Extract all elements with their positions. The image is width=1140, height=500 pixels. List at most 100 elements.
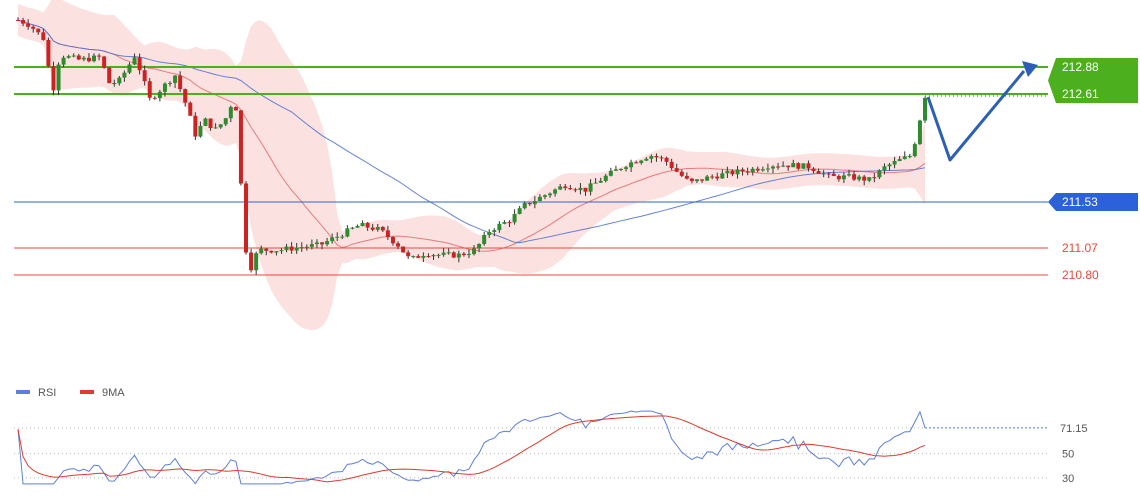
candle-body [629,162,634,168]
candle-body [917,120,922,145]
candle-body [461,253,466,256]
candle-body [380,226,385,231]
candle [593,178,598,184]
candle-body [401,246,406,253]
candle [289,242,294,254]
candle [274,251,279,256]
candle-body [314,242,319,245]
candle [644,157,649,162]
candle [923,96,927,123]
candle [411,255,416,259]
candle [137,53,142,75]
candle-body [923,97,927,121]
candle-body [269,250,274,253]
candle [355,224,360,228]
rsi-legend-swatch [16,390,30,394]
candle [624,165,629,172]
candle [228,105,233,123]
forecast-arrow-line [926,70,1026,162]
candle [897,156,902,162]
candle-body [593,182,598,184]
candle-body [801,163,806,169]
candle-body [770,166,775,169]
candle-body [841,175,846,180]
candle-body [238,110,243,184]
candle [208,118,213,131]
candle [512,209,517,225]
candle [578,183,583,195]
forecast-arrow [926,61,1038,162]
candle [66,54,71,59]
candle-body [674,168,679,172]
candle [831,170,836,177]
candle [629,159,634,172]
ma-slow-line [17,19,926,244]
candle-body [836,176,841,180]
candle-body [66,56,71,58]
candle-body [309,244,314,247]
candle-body [487,232,492,236]
candle [309,239,314,250]
candle-body [553,189,558,194]
candle [821,169,826,178]
candle-body [264,248,269,251]
candle [786,165,791,171]
rsi-ref-label-0: 50 [1062,449,1074,461]
candle-body [887,164,892,167]
candle-body [872,177,877,179]
candle [527,202,532,206]
candle [421,252,426,263]
candle-body [715,176,720,179]
candle [314,239,319,249]
candle-body [482,235,487,245]
candle [776,162,781,170]
candle-body [112,83,117,85]
candle [370,223,375,232]
candle [203,117,208,127]
candle-body [299,247,304,249]
candle [583,187,588,196]
candle [446,248,451,255]
candle-body [431,255,436,257]
bollinger-band [18,0,925,331]
candle [426,253,431,258]
candle [21,17,26,27]
candle-body [897,159,902,162]
candle [345,225,350,238]
candle [456,250,461,263]
candle [598,177,603,183]
candle [781,161,786,168]
candle [299,242,304,252]
candle-body [152,97,157,99]
candle-body [816,171,821,174]
candle [178,71,183,93]
candle [173,75,178,88]
candle [162,82,167,97]
candle [385,225,390,240]
candle [887,163,892,171]
candle [122,70,127,82]
candle [502,220,507,225]
candle [152,96,157,100]
candle-body [892,161,897,165]
resistance-box-bg [1048,58,1138,103]
candle-body [781,165,786,167]
candle [700,179,705,183]
candle-body [345,228,350,237]
candle-body [563,186,568,189]
rsi-panel: RSI 9MA 50 30 71.15 [14,387,1088,485]
candle-body [710,176,715,178]
candle-body [725,170,730,174]
candle [375,223,380,232]
candle [249,248,254,273]
candle [269,250,274,254]
candle [218,124,223,129]
candle-body [416,256,421,258]
candle-body [659,157,664,159]
candle-body [446,252,451,254]
candle-body [284,246,289,251]
candle-body [548,193,553,196]
candle [365,221,370,231]
candle-body [831,173,836,177]
candle [563,184,568,191]
